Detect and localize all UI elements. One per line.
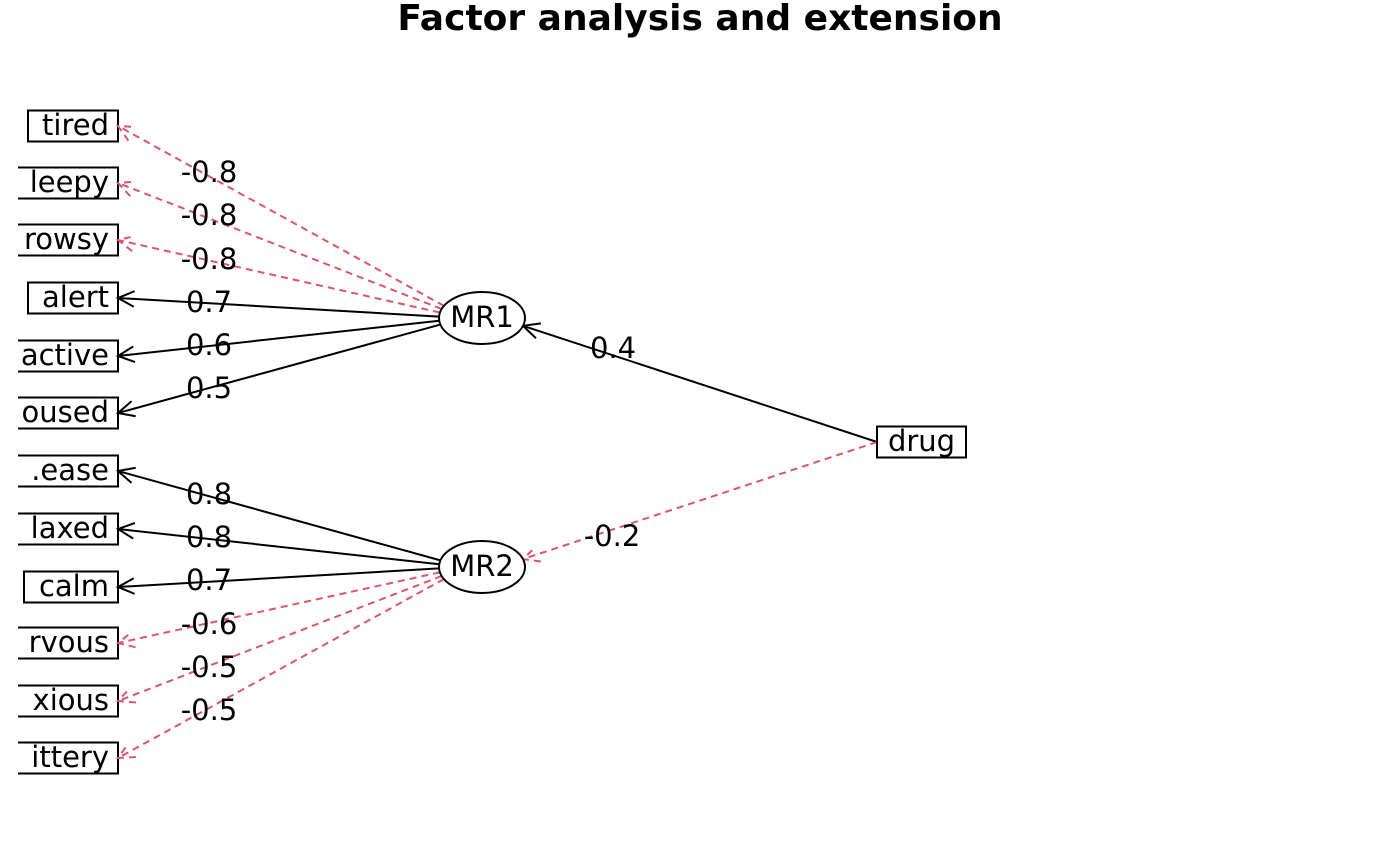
loading-label: -0.8 bbox=[181, 155, 238, 189]
variable-label: rowsy bbox=[24, 222, 109, 256]
arrowhead bbox=[115, 466, 136, 484]
arrowhead bbox=[115, 345, 136, 363]
variable-label: alert bbox=[42, 280, 109, 314]
factor-node bbox=[438, 291, 526, 345]
variable-label: leepy bbox=[30, 165, 109, 199]
loading-label: 0.7 bbox=[186, 563, 232, 597]
title: Factor analysis and extension bbox=[397, 0, 1002, 39]
path-edge bbox=[117, 567, 440, 588]
arrowhead bbox=[115, 522, 136, 540]
arrowhead bbox=[115, 742, 137, 760]
arrowhead bbox=[115, 577, 136, 595]
extension-node-label: drug bbox=[888, 424, 955, 458]
path-edge bbox=[117, 578, 445, 759]
loading-label: -0.6 bbox=[181, 607, 238, 641]
loading-label: -0.5 bbox=[181, 693, 238, 727]
loading-label: -0.8 bbox=[181, 242, 238, 276]
extension-label: -0.2 bbox=[584, 519, 641, 553]
arrowhead bbox=[115, 124, 137, 142]
path-edge bbox=[117, 575, 443, 702]
factor-label: MR1 bbox=[450, 300, 514, 334]
arrowhead bbox=[115, 687, 137, 704]
variable-label: calm bbox=[39, 569, 109, 603]
arrowhead bbox=[115, 234, 136, 252]
loading-label: -0.8 bbox=[181, 198, 238, 232]
path-edge bbox=[522, 324, 878, 443]
variable-label: laxed bbox=[31, 511, 109, 545]
variable-label: rvous bbox=[29, 625, 109, 659]
arrowhead bbox=[115, 400, 136, 418]
loading-label: 0.8 bbox=[186, 477, 232, 511]
path-edge bbox=[117, 528, 440, 566]
variable-label: tired bbox=[42, 108, 109, 142]
loading-label: 0.7 bbox=[186, 285, 232, 319]
path-edge bbox=[117, 571, 441, 644]
path-edge bbox=[522, 441, 878, 561]
arrowhead bbox=[115, 180, 137, 197]
loading-label: 0.8 bbox=[186, 520, 232, 554]
loading-label: 0.6 bbox=[186, 328, 232, 362]
extension-box bbox=[876, 425, 967, 459]
path-edge bbox=[117, 182, 443, 310]
path-edge bbox=[117, 323, 441, 414]
arrowhead bbox=[115, 631, 136, 649]
loading-label: -0.5 bbox=[181, 650, 238, 684]
path-edge bbox=[117, 297, 440, 318]
arrowhead bbox=[520, 545, 541, 563]
factor-label: MR2 bbox=[450, 549, 514, 583]
path-edge bbox=[117, 470, 441, 562]
path-edge bbox=[117, 319, 440, 357]
factor-node bbox=[438, 540, 526, 594]
loading-label: 0.5 bbox=[186, 371, 232, 405]
extension-label: 0.4 bbox=[590, 331, 636, 365]
variable-label: xious bbox=[33, 683, 109, 717]
variable-label: .ease bbox=[31, 453, 109, 487]
variable-label: active bbox=[21, 338, 109, 372]
path-edge bbox=[117, 125, 445, 307]
variable-label: ittery bbox=[31, 740, 109, 774]
variable-label: oused bbox=[22, 395, 109, 429]
arrowhead bbox=[115, 290, 136, 308]
